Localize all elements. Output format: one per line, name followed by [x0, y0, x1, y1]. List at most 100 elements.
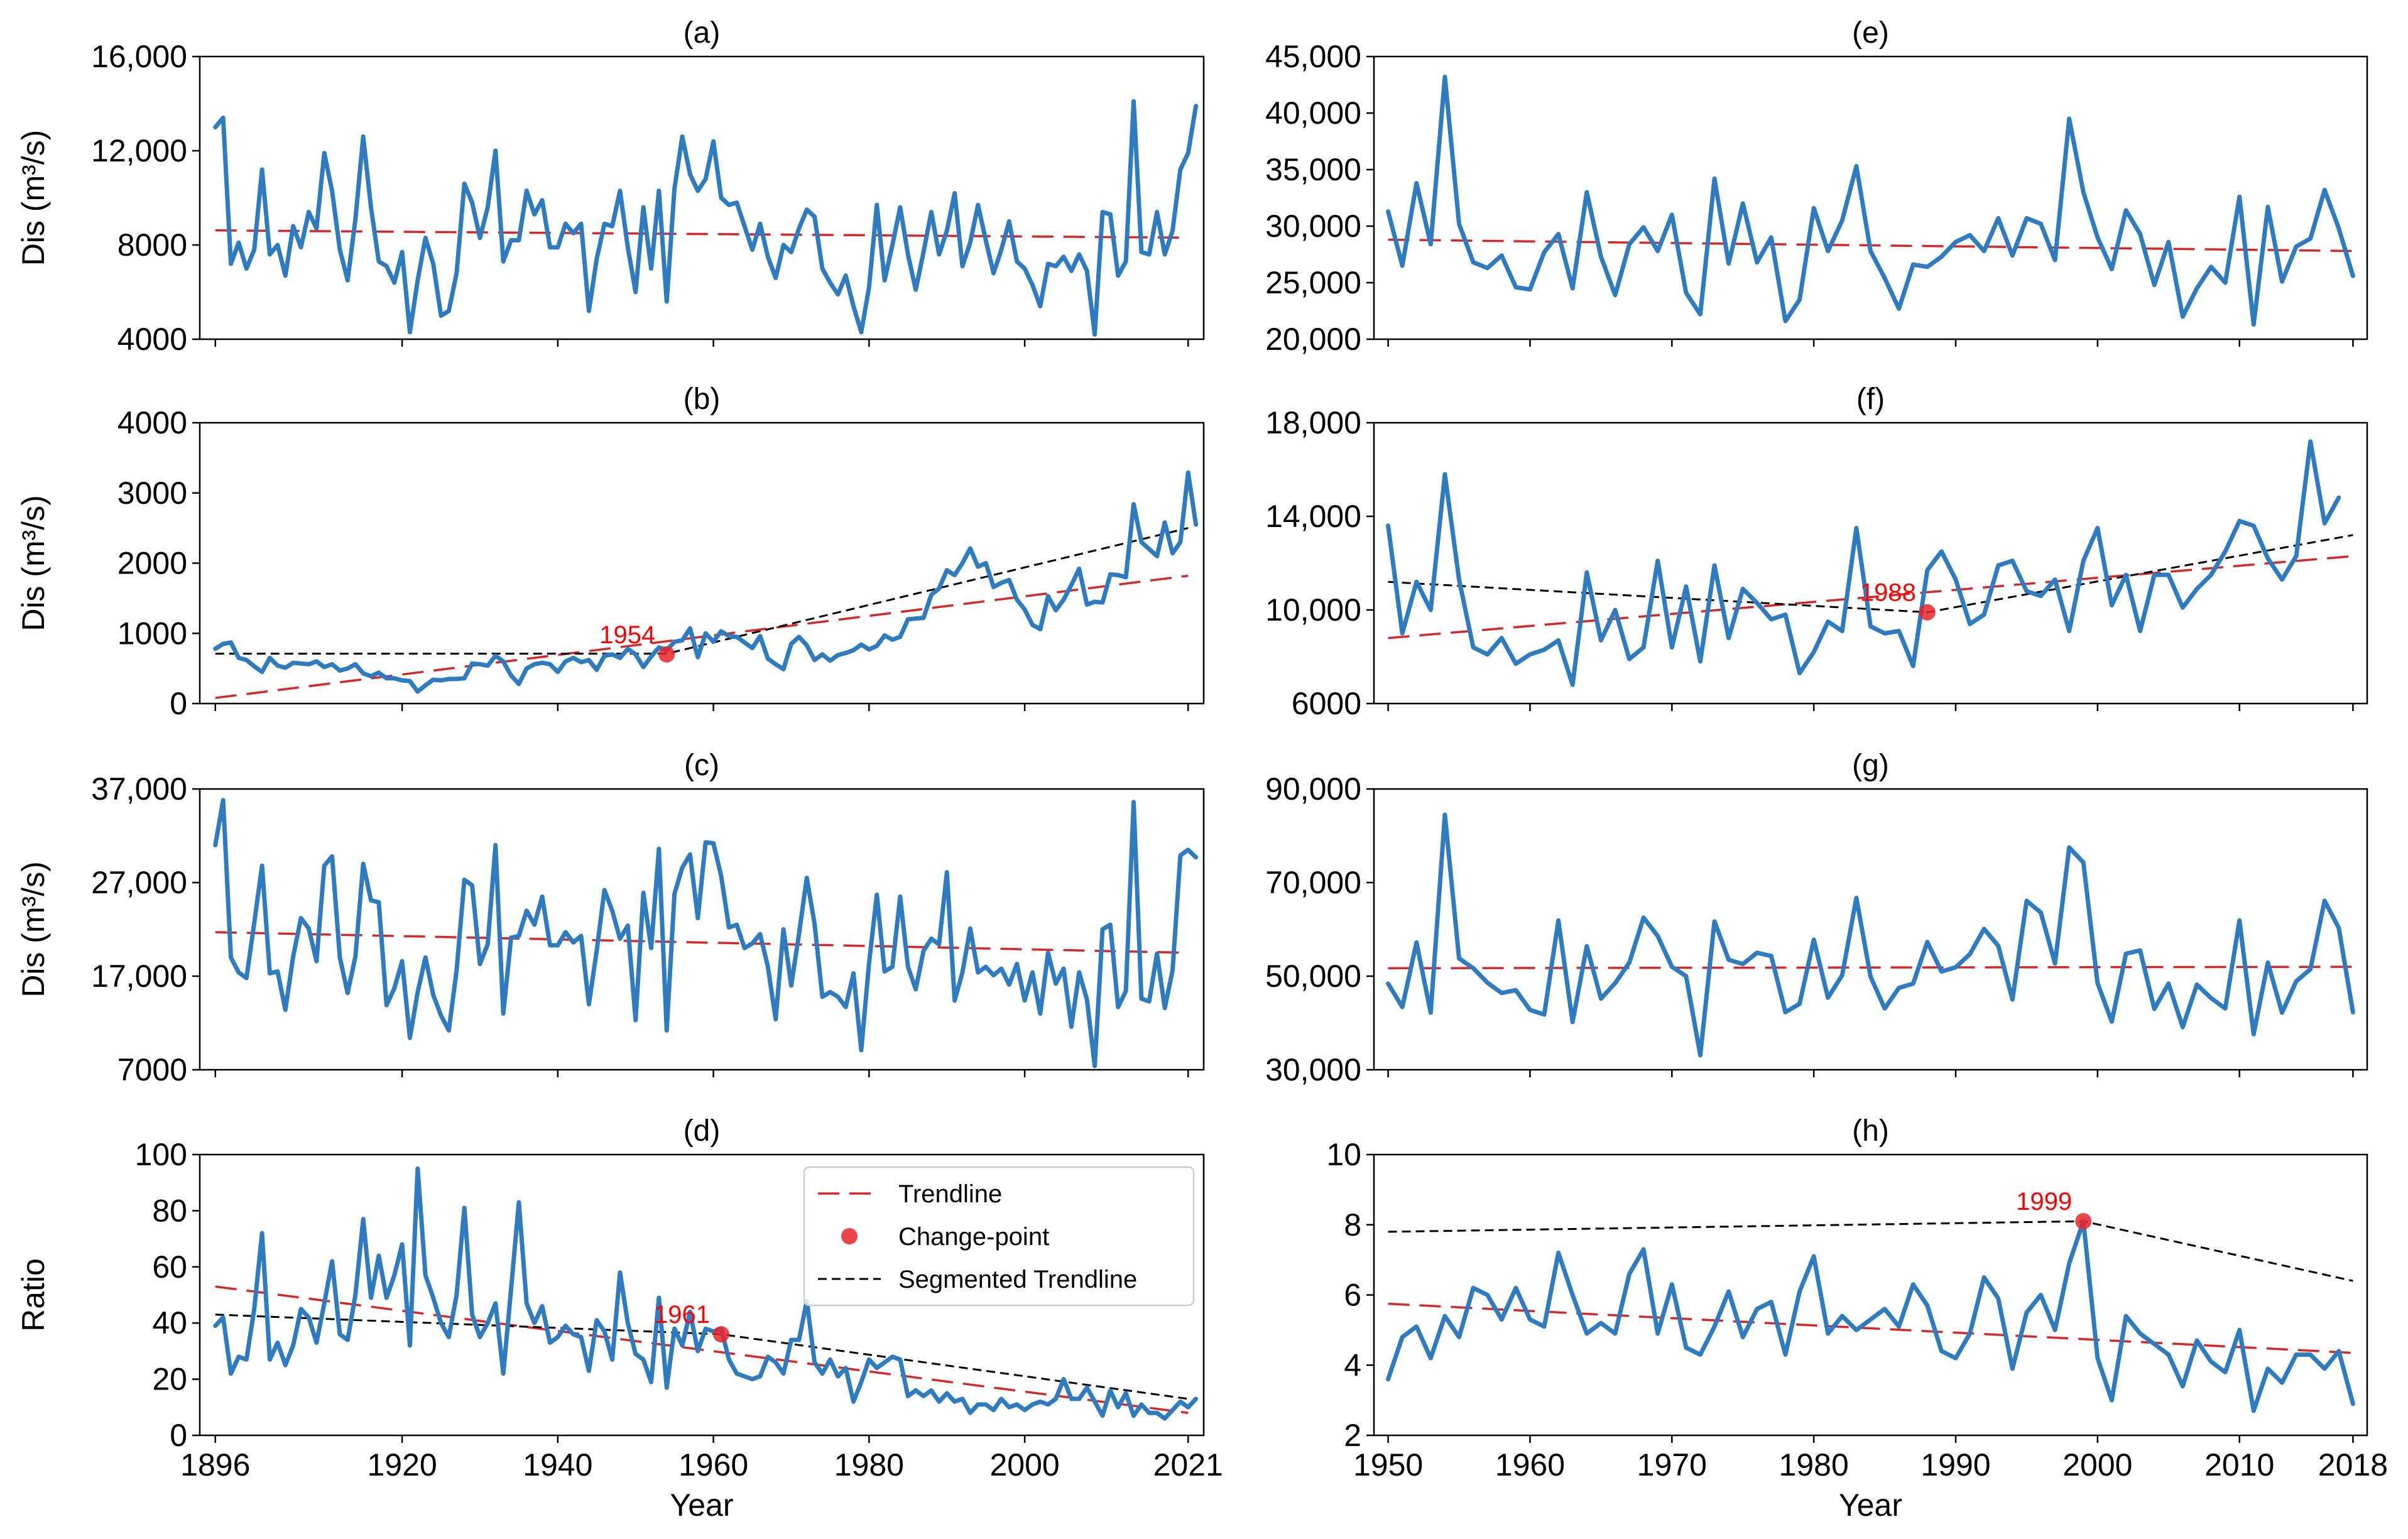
y-tick-label: 100: [135, 1137, 187, 1172]
y-tick-label: 40: [152, 1305, 187, 1341]
x-tick-label: 2018: [2318, 1447, 2388, 1482]
legend-label: Trendline: [898, 1180, 1002, 1208]
y-tick-label: 4000: [117, 405, 187, 440]
series-line: [1386, 439, 2341, 687]
y-tick-label: 2: [1344, 1418, 1361, 1453]
trendline: [215, 229, 1189, 239]
x-tick-label: 1950: [1353, 1447, 1423, 1482]
change-point-label: 1988: [1860, 579, 1916, 607]
panel-title: (h): [1852, 1114, 1889, 1148]
y-tick-label: 18,000: [1265, 405, 1361, 440]
axes-frame: [199, 1153, 1205, 1437]
panel-e: (e) 20,000 25,000 30,000 35,000 40,000 45,000: [1265, 16, 2368, 357]
y-axis-label: Dis (m³/s): [16, 495, 51, 631]
y-tick-label: 2000: [117, 546, 187, 581]
panel-title: (f): [1856, 383, 1885, 416]
x-tick-label: 1960: [1495, 1447, 1565, 1482]
y-tick-label: 20: [152, 1362, 187, 1397]
x-tick-label: 1960: [678, 1447, 748, 1482]
panel-d: (d) 0 20 40 60 80 100 1896 1920 1940 1960 1980 2000 2…: [16, 1114, 1223, 1523]
y-tick-label: 25,000: [1265, 265, 1361, 300]
panel-h: (h) 2 4 6 8 10 1950 1960 1970 1980 1990 2000 2010 201…: [1326, 1114, 2388, 1523]
axes-frame: [1373, 788, 2368, 1071]
legend: Trendline Change-point Segmented Trendline: [803, 1166, 1195, 1307]
panel-c: (c) 7000 17,000 27,000 37,000 Dis (m³/s): [16, 749, 1205, 1087]
plot-area: [1386, 812, 2355, 1058]
y-tick-label: 3000: [117, 476, 187, 511]
trendline: [1388, 1302, 2353, 1354]
y-tick-label: 80: [152, 1193, 187, 1228]
change-point-label: 1961: [654, 1301, 710, 1329]
plot-area: [1386, 439, 2353, 687]
series-line: [213, 798, 1199, 1069]
series-line: [213, 99, 1199, 337]
change-point-label: 1954: [599, 621, 655, 649]
axes-frame: [1373, 1153, 2368, 1437]
series-line: [213, 470, 1199, 694]
series-line: [1386, 74, 2355, 327]
panel-b: (b) 0 1000 2000 3000 4000 Dis (m³/s) 1954: [16, 383, 1205, 721]
y-axis-label: Dis (m³/s): [16, 130, 51, 266]
y-tick-label: 50,000: [1265, 959, 1361, 994]
x-axis-label: Year: [670, 1487, 733, 1523]
segmented-trendline: [1388, 1220, 2353, 1282]
panel-title: (a): [684, 16, 721, 50]
legend-label: Change-point: [898, 1223, 1049, 1251]
change-point-marker: [712, 1326, 729, 1343]
panel-title: (c): [684, 749, 719, 782]
legend-label: Segmented Trendline: [898, 1266, 1137, 1293]
axes-frame: [1373, 421, 2368, 705]
y-tick-label: 90,000: [1265, 771, 1361, 807]
y-tick-label: 12,000: [91, 133, 187, 168]
x-tick-label: 1896: [180, 1447, 250, 1482]
y-tick-label: 10: [1326, 1137, 1361, 1172]
y-tick-label: 27,000: [91, 865, 187, 900]
legend-box: [803, 1166, 1195, 1307]
series-line: [1386, 812, 2355, 1058]
y-tick-label: 8000: [117, 227, 187, 263]
y-tick-label: 30,000: [1265, 209, 1361, 244]
y-tick-label: 7000: [117, 1052, 187, 1087]
x-axis-label: Year: [1839, 1487, 1902, 1523]
panel-a: (a) 4000 8000 12,000 16,000 Dis (m³/s): [16, 16, 1205, 357]
y-tick-label: 0: [170, 1418, 187, 1453]
trendline: [1388, 555, 2353, 639]
x-tick-label: 2000: [2062, 1447, 2132, 1482]
y-tick-label: 0: [170, 686, 187, 721]
change-point-marker: [658, 646, 675, 663]
y-tick-label: 6: [1344, 1278, 1361, 1313]
y-tick-label: 10,000: [1265, 592, 1361, 628]
axes-frame: [199, 55, 1205, 340]
x-tick-label: 1980: [834, 1447, 904, 1482]
y-axis-label: Ratio: [16, 1258, 51, 1332]
axes-frame: [199, 788, 1205, 1071]
y-tick-label: 6000: [1292, 686, 1361, 721]
y-tick-label: 45,000: [1265, 39, 1361, 74]
panel-g: (g) 30,000 50,000 70,000 90,000: [1265, 749, 2368, 1087]
y-tick-label: 35,000: [1265, 152, 1361, 187]
axes-frame: [199, 421, 1205, 705]
y-tick-label: 37,000: [91, 771, 187, 807]
x-tick-label: 1980: [1779, 1447, 1849, 1482]
y-tick-label: 14,000: [1265, 499, 1361, 534]
plot-area: [1386, 74, 2355, 327]
y-tick-label: 30,000: [1265, 1052, 1361, 1087]
y-tick-label: 4: [1344, 1347, 1361, 1383]
panel-f: (f) 6000 10,000 14,000 18,000 1988: [1265, 383, 2368, 721]
change-point-label: 1999: [2016, 1188, 2072, 1215]
y-tick-label: 8: [1344, 1207, 1361, 1243]
x-tick-label: 1990: [1920, 1447, 1990, 1482]
x-tick-label: 2021: [1153, 1447, 1223, 1482]
x-tick-label: 1940: [523, 1447, 592, 1482]
y-tick-label: 16,000: [91, 39, 187, 74]
trendline: [215, 1285, 1189, 1414]
trendline: [215, 931, 1189, 954]
y-tick-label: 40,000: [1265, 95, 1361, 131]
panel-title: (e): [1852, 16, 1889, 50]
plot-area: [1386, 1219, 2355, 1413]
axes-frame: [1373, 55, 2368, 340]
x-tick-label: 1970: [1637, 1447, 1707, 1482]
plot-area: [213, 99, 1199, 337]
x-tick-label: 2010: [2204, 1447, 2274, 1482]
